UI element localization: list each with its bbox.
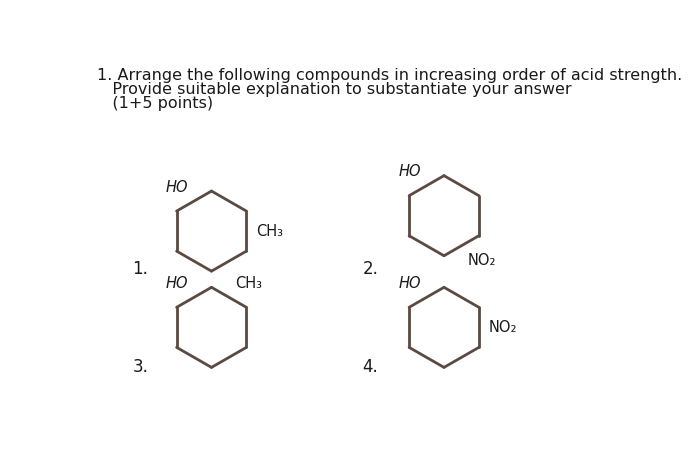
Text: HO: HO [398,276,421,291]
Text: CH₃: CH₃ [234,276,262,291]
Text: NO₂: NO₂ [468,253,496,269]
Text: 2.: 2. [363,261,379,279]
Text: Provide suitable explanation to substantiate your answer: Provide suitable explanation to substant… [97,82,571,97]
Text: 4.: 4. [363,358,379,376]
Text: 3.: 3. [132,358,148,376]
Text: CH₃: CH₃ [256,224,283,239]
Text: HO: HO [166,180,188,195]
Text: NO₂: NO₂ [488,320,517,335]
Text: (1+5 points): (1+5 points) [97,95,213,111]
Text: 1.: 1. [132,261,148,279]
Text: 1. Arrange the following compounds in increasing order of acid strength.: 1. Arrange the following compounds in in… [97,68,682,83]
Text: HO: HO [398,165,421,180]
Text: HO: HO [166,276,188,291]
